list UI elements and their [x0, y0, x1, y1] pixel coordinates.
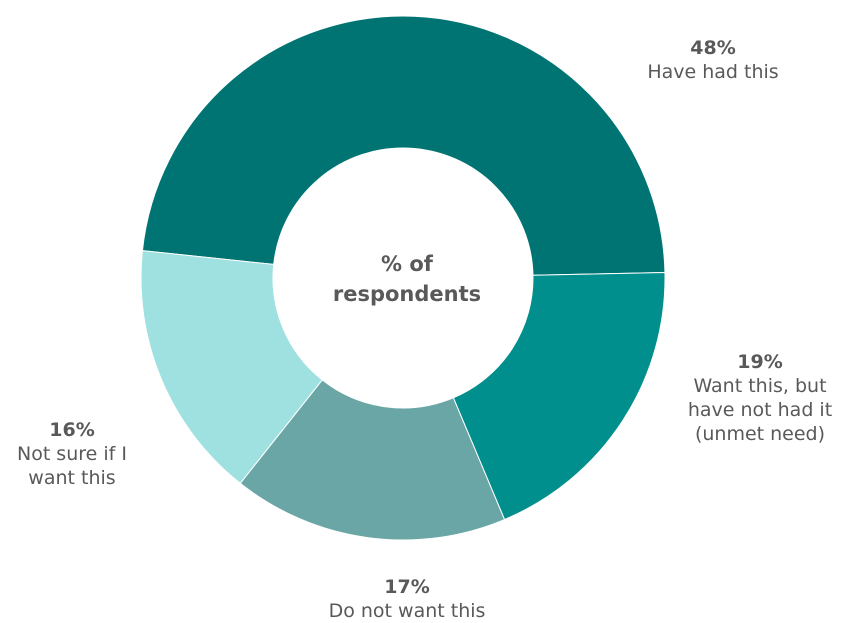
- slice-percent: 17%: [384, 576, 430, 598]
- slice-percent: 48%: [690, 37, 736, 59]
- center-label: % of respondents: [332, 252, 482, 306]
- slice-label-unmet-need: 19% Want this, but have not had it (unme…: [660, 350, 849, 446]
- slice-category: Do not want this: [328, 600, 486, 622]
- donut-slice-1: [452, 272, 666, 521]
- slice-label-not-sure: 16% Not sure if I want this: [0, 418, 172, 490]
- slice-percent: 16%: [49, 419, 95, 441]
- slice-label-do-not-want: 17% Do not want this: [307, 575, 507, 623]
- slice-category: Have had this: [647, 61, 779, 83]
- slice-category: Not sure if I want this: [16, 443, 127, 489]
- donut-slice-0: [141, 15, 666, 276]
- slice-category: Want this, but have not had it (unmet ne…: [687, 375, 833, 445]
- donut-slice-2: [239, 379, 506, 541]
- slice-percent: 19%: [737, 351, 783, 373]
- slice-label-have-had-this: 48% Have had this: [613, 36, 813, 84]
- donut-slice-3: [140, 250, 323, 485]
